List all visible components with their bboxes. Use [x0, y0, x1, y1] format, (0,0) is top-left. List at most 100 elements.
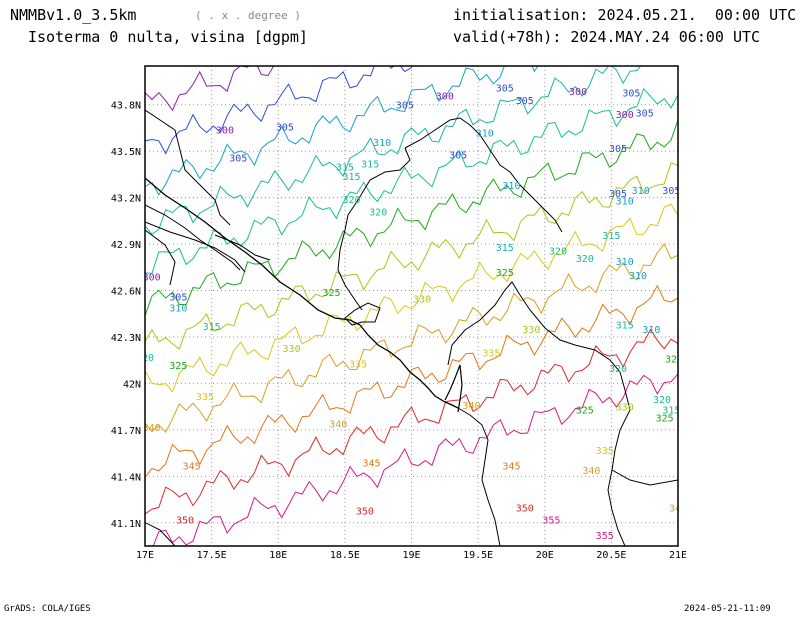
contour-label: 310: [616, 257, 634, 268]
contour-330: [145, 162, 678, 351]
contour-label: 305: [609, 189, 627, 200]
contour-label: 305: [636, 108, 654, 119]
contour-label: 310: [642, 325, 660, 336]
contour-label: 345: [502, 461, 520, 472]
contour-label: 305: [396, 101, 414, 112]
contour-345: [145, 284, 678, 479]
axis-ticks: 17E 17.5E 18E 18.5E 19E 19.5E 20E 20.5E 21E 41.1N…: [111, 101, 687, 561]
footer-timestamp: 2024-05-21-11:09: [684, 604, 771, 614]
contour-label: 335: [196, 392, 214, 403]
contour-label: 305: [276, 122, 294, 133]
lat-tick-label: 43.8N: [111, 101, 141, 112]
contour-label: 325: [656, 413, 674, 424]
contour-label: 310: [632, 186, 650, 197]
lon-tick-label: 21E: [669, 550, 687, 561]
contour-label: 330: [283, 344, 301, 355]
contour-label: 300: [616, 110, 634, 121]
contour-label: 350: [176, 516, 194, 527]
lon-tick-label: 17E: [136, 550, 154, 561]
contour-label: 300: [436, 91, 454, 102]
contour-label: 340: [462, 401, 480, 412]
contour-label: 305: [662, 186, 680, 197]
field-title: Isoterma 0 nulta, visina [dgpm]: [28, 28, 308, 46]
lon-tick-label: 19E: [402, 550, 420, 561]
contour-label: 335: [349, 359, 367, 370]
contour-label: 325: [665, 355, 683, 366]
init-time: initialisation: 2024.05.21. 00:00 UTC: [453, 6, 797, 24]
contour-label: 350: [356, 506, 374, 517]
lon-tick-label: 17.5E: [197, 550, 227, 561]
contour-325: [145, 119, 678, 317]
contour-label: 315: [343, 172, 361, 183]
contour-label: 300: [569, 87, 587, 98]
contour-label: 325: [576, 406, 594, 417]
lat-tick-label: 42.3N: [111, 333, 141, 344]
contour-label: 300: [216, 125, 234, 136]
model-title: NMMBv1.0_3.5km: [10, 6, 137, 24]
contour-label: 305: [609, 144, 627, 155]
units-label: ( . x . degree ): [195, 9, 301, 22]
contour-label: 305: [449, 150, 467, 161]
contour-label: 320: [576, 254, 594, 265]
contour-320: [145, 87, 678, 275]
contour-label: 305: [169, 293, 187, 304]
contour-label: 320: [653, 395, 671, 406]
contour-label: 310: [169, 304, 187, 315]
contour-label: 310: [373, 138, 391, 149]
lat-tick-label: 43.5N: [111, 147, 141, 158]
contour-label: 315: [496, 243, 514, 254]
contour-310: [145, 66, 539, 196]
contour-label: 330: [616, 403, 634, 414]
lat-tick-label: 42.9N: [111, 240, 141, 251]
contour-label: 305: [229, 153, 247, 164]
contour-label: 315: [361, 160, 379, 171]
coastline-borders: [145, 109, 678, 546]
valid-time: valid(+78h): 2024.MAY.24 06:00 UTC: [453, 28, 761, 46]
contour-label: 330: [522, 325, 540, 336]
contour-label: 315: [203, 322, 221, 333]
lon-tick-label: 18E: [269, 550, 287, 561]
lat-tick-label: 41.4N: [111, 472, 141, 483]
contour-355: [152, 372, 678, 546]
contour-label: 340: [329, 420, 347, 431]
contour-label: 340: [582, 466, 600, 477]
lat-tick-label: 42N: [123, 379, 141, 390]
contour-label: 335: [482, 348, 500, 359]
lon-tick-label: 20E: [536, 550, 554, 561]
contour-335: [145, 203, 678, 393]
contour-label: 315: [336, 163, 354, 174]
contour-label: 345: [362, 458, 380, 469]
contour-label: 350: [516, 503, 534, 514]
footer-credit: GrADS: COLA/IGES: [4, 604, 91, 614]
lat-tick-label: 43.2N: [111, 194, 141, 205]
contour-340: [145, 243, 678, 434]
contour-label: 310: [476, 129, 494, 140]
contour-label: 325: [323, 288, 341, 299]
contour-label: 310: [502, 181, 520, 192]
contour-label: 305: [516, 96, 534, 107]
lon-tick-label: 20.5E: [596, 550, 626, 561]
lon-tick-label: 18.5E: [330, 550, 360, 561]
lat-tick-label: 42.6N: [111, 287, 141, 298]
contour-label: 340: [143, 423, 161, 434]
contour-label: 345: [183, 461, 201, 472]
map-frame: [144, 65, 679, 547]
lon-tick-label: 19.5E: [463, 550, 493, 561]
contour-350: [145, 328, 678, 515]
contour-label: 355: [542, 516, 560, 527]
contour-305: [145, 66, 413, 155]
contour-label: 325: [496, 268, 514, 279]
contour-label: 320: [549, 246, 567, 257]
contour-label: 340: [669, 503, 687, 514]
lat-tick-label: 41.7N: [111, 426, 141, 437]
contour-label: 325: [169, 361, 187, 372]
contour-label: 320: [343, 195, 361, 206]
contour-label: 315: [662, 406, 680, 417]
contour-label: 355: [596, 531, 614, 542]
contour-lines: [145, 66, 678, 546]
contour-label: 305: [496, 84, 514, 95]
contour-label: 310: [616, 197, 634, 208]
lat-tick-label: 41.1N: [111, 519, 141, 530]
